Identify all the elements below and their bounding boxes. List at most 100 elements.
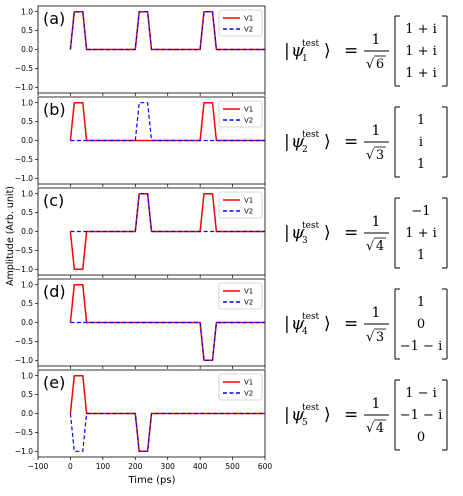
ket-bar: | [284, 405, 290, 425]
panel-a: −1.0 −0.5 0.0 0.5 1.0 (a) V1 V2 [15, 5, 266, 96]
panel-label: (c) [43, 191, 64, 210]
x-tick-label: 400 [193, 462, 208, 471]
ket-superscript: test [302, 312, 320, 322]
y-tick-label: −0.5 [15, 246, 33, 255]
legend-box [218, 373, 263, 401]
x-axis-label: Time (ps) [127, 475, 175, 486]
series-v2-line [70, 102, 265, 142]
vector-component: −1 − i [400, 339, 442, 354]
x-tick-label: 200 [128, 462, 143, 471]
y-tick-label: −1.0 [15, 83, 33, 92]
y-tick-label: −0.5 [15, 64, 33, 73]
ket-bar: | [284, 314, 290, 334]
x-tick-label: 0 [68, 462, 73, 471]
sqrt-argument: 4 [376, 421, 384, 436]
y-tick-label: −0.5 [15, 155, 33, 164]
ket-subscript: 3 [302, 236, 308, 246]
vector-component: 1 + i [405, 226, 437, 241]
legend-label: V2 [244, 390, 253, 398]
ket-bar: | [284, 223, 290, 243]
ket-angle: ⟩ [324, 223, 331, 243]
ket-angle: ⟩ [324, 405, 331, 425]
equation-4: | ψ test 4 ⟩ = 1 √ 3 1 0 −1 − i [282, 283, 462, 363]
series-v2-line [69, 412, 265, 452]
fraction-numerator: 1 [372, 396, 381, 412]
panel-label: (d) [43, 282, 66, 301]
y-tick-label: 0.0 [21, 45, 33, 54]
panel-label: (e) [43, 373, 65, 392]
sqrt-sign: √ [366, 421, 375, 436]
sqrt-sign: √ [366, 57, 375, 72]
x-tick-label: 600 [258, 462, 273, 471]
ket-subscript: 5 [302, 418, 308, 428]
ket-superscript: test [302, 403, 320, 413]
equation-5: | ψ test 5 ⟩ = 1 √ 4 1 − i −1 − i 0 [282, 374, 462, 454]
panel-d: −1.0 −0.5 0.0 0.5 1.0 (d) V1 V2 [15, 278, 266, 369]
sqrt-sign: √ [366, 148, 375, 163]
y-tick-label: 0.5 [21, 208, 33, 217]
y-tick-label: 1.0 [21, 189, 33, 198]
legend-box [218, 191, 263, 219]
sqrt-sign: √ [366, 330, 375, 345]
series-v1-line [69, 101, 265, 142]
ket-angle: ⟩ [324, 132, 331, 152]
y-tick-label: −1.0 [15, 356, 33, 365]
y-tick-label: 0.5 [21, 299, 33, 308]
vector-component: 1 − i [405, 386, 437, 401]
series-v2-line [70, 193, 265, 233]
x-tick-label: 500 [225, 462, 240, 471]
series-v1-line [69, 374, 265, 453]
legend-label: V1 [244, 15, 253, 23]
y-tick-label: 1.0 [21, 280, 33, 289]
fraction-numerator: 1 [372, 123, 381, 139]
equals-sign: = [344, 223, 358, 243]
vector-component: 1 [417, 157, 425, 172]
panel-e: −1.0 −0.5 0.0 0.5 1.0 −100 0 100 200 300 400 500 600… [15, 369, 273, 471]
equals-sign: = [344, 41, 358, 61]
fraction-numerator: 1 [372, 305, 381, 321]
sqrt-argument: 4 [376, 239, 384, 254]
equation-1: | ψ test 1 ⟩ = 1 √ 6 1 + i 1 + i 1 + i [282, 10, 462, 90]
panel-c: −1.0 −0.5 0.0 0.5 1.0 (c) V1 V2 [15, 187, 266, 278]
fraction-numerator: 1 [372, 32, 381, 48]
equation-3: | ψ test 3 ⟩ = 1 √ 4 −1 1 + i 1 [282, 192, 462, 272]
ket-subscript: 1 [302, 54, 308, 64]
y-tick-label: 0.0 [21, 409, 33, 418]
equation-2: | ψ test 2 ⟩ = 1 √ 3 1 i 1 [282, 101, 462, 181]
y-tick-label: 1.0 [21, 98, 33, 107]
equals-sign: = [344, 132, 358, 152]
vector-component: 1 + i [405, 44, 437, 59]
chart-panels: −1.0 −0.5 0.0 0.5 1.0 (a) V1 V2 −1.0 −0.5 0.0 0.5 1.… [15, 5, 273, 471]
y-tick-label: −1.0 [15, 265, 33, 274]
y-tick-label: 0.5 [21, 26, 33, 35]
legend-label: V2 [244, 208, 253, 216]
sqrt-argument: 6 [376, 57, 384, 72]
y-tick-label: 0.0 [21, 318, 33, 327]
y-tick-label: −0.5 [15, 337, 33, 346]
vector-component: 1 [417, 295, 425, 310]
ket-symbol: ψ [291, 314, 305, 334]
ket-subscript: 2 [302, 145, 308, 155]
vector-component: 1 + i [405, 66, 437, 81]
equals-sign: = [344, 314, 358, 334]
ket-bar: | [284, 132, 290, 152]
sqrt-argument: 3 [376, 330, 384, 345]
vector-component: −1 − i [400, 408, 442, 423]
ket-symbol: ψ [291, 132, 305, 152]
sqrt-argument: 3 [376, 148, 384, 163]
ket-bar: | [284, 41, 290, 61]
fraction-numerator: 1 [372, 214, 381, 230]
y-axis-label: Amplitude (Arb. unit) [5, 186, 16, 286]
vector-component: i [419, 135, 423, 150]
vector-component: 1 + i [405, 22, 437, 37]
legend-box [218, 9, 263, 37]
y-tick-label: 0.0 [21, 227, 33, 236]
equals-sign: = [344, 405, 358, 425]
y-tick-label: 1.0 [21, 371, 33, 380]
ket-subscript: 4 [302, 327, 308, 337]
y-tick-label: 0.5 [21, 390, 33, 399]
vector-component: −1 [411, 204, 430, 219]
ket-symbol: ψ [291, 41, 305, 61]
ket-symbol: ψ [291, 405, 305, 425]
